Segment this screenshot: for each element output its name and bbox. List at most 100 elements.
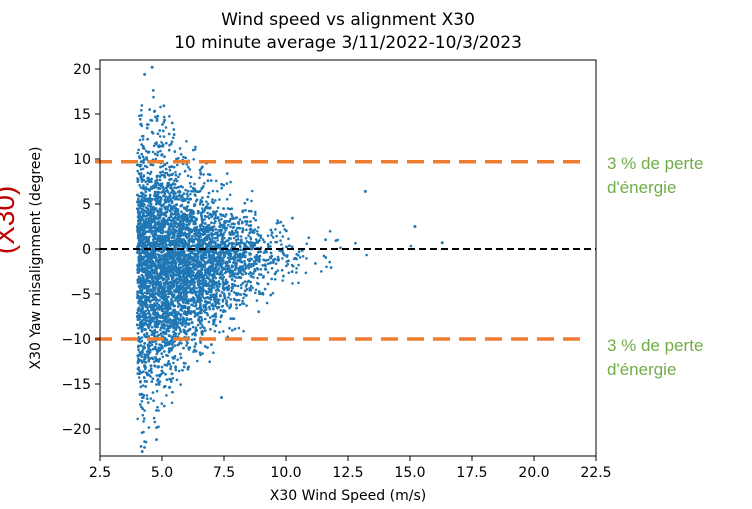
data-point <box>176 358 179 362</box>
data-point <box>155 409 158 412</box>
data-point <box>140 177 143 181</box>
data-point <box>267 258 270 262</box>
data-point <box>239 245 242 249</box>
data-point <box>153 420 157 424</box>
data-point <box>195 217 198 221</box>
data-point <box>203 253 207 256</box>
data-point <box>237 326 241 330</box>
data-point <box>137 197 140 201</box>
data-point <box>186 174 190 177</box>
data-point <box>304 271 308 275</box>
data-point <box>223 231 226 234</box>
data-point <box>239 235 243 238</box>
data-point <box>136 268 139 271</box>
data-point <box>259 268 263 271</box>
data-point <box>218 221 222 225</box>
data-point <box>264 264 267 267</box>
data-point <box>236 284 240 288</box>
data-point <box>209 293 212 297</box>
data-point <box>168 115 171 118</box>
data-point <box>215 252 219 255</box>
data-point <box>188 322 191 326</box>
data-point <box>162 135 166 138</box>
data-point <box>223 224 226 228</box>
data-point <box>191 296 195 299</box>
data-point <box>221 273 224 277</box>
data-point <box>214 216 217 219</box>
data-point <box>245 240 249 243</box>
data-point <box>169 239 173 243</box>
data-point <box>145 394 149 397</box>
data-point <box>187 259 190 263</box>
data-point <box>162 190 166 194</box>
chart-subtitle: 10 minute average 3/11/2022-10/3/2023 <box>174 33 522 53</box>
data-point <box>148 178 151 181</box>
data-point <box>141 384 145 387</box>
data-point <box>138 337 142 341</box>
data-point <box>176 335 180 338</box>
data-point <box>226 280 229 284</box>
data-point <box>138 138 142 142</box>
data-point <box>168 192 171 196</box>
data-point <box>141 396 144 400</box>
data-point <box>194 145 197 149</box>
data-point <box>153 364 156 367</box>
data-point <box>151 150 155 154</box>
data-point <box>213 329 217 333</box>
data-point <box>161 144 165 148</box>
data-point <box>238 252 242 256</box>
data-point <box>179 185 183 188</box>
data-point <box>169 365 173 368</box>
data-point <box>244 236 248 240</box>
data-point <box>250 209 253 213</box>
data-point <box>149 118 152 122</box>
data-point <box>259 273 263 276</box>
data-point <box>242 296 245 300</box>
data-point <box>191 148 195 152</box>
data-point <box>154 345 157 349</box>
data-point <box>235 303 238 307</box>
data-point <box>238 303 242 307</box>
data-point <box>201 352 204 355</box>
data-point <box>147 226 150 230</box>
data-point <box>189 175 193 179</box>
data-point <box>243 289 247 293</box>
data-point <box>180 304 183 308</box>
data-point <box>196 323 200 327</box>
data-point <box>265 301 269 305</box>
data-point <box>255 281 259 285</box>
data-point <box>138 184 141 187</box>
data-point <box>139 186 143 189</box>
data-point <box>140 248 143 251</box>
data-point <box>191 304 195 307</box>
data-point <box>253 243 257 247</box>
data-point <box>297 263 300 267</box>
data-point <box>171 136 175 140</box>
data-point <box>144 361 148 364</box>
data-point <box>169 307 172 311</box>
data-point <box>213 275 216 278</box>
data-point <box>185 344 188 347</box>
data-point <box>218 263 221 267</box>
data-point <box>165 282 169 286</box>
data-point <box>241 299 244 303</box>
data-point <box>222 214 225 218</box>
data-point <box>245 228 248 232</box>
data-point <box>147 401 150 404</box>
data-point <box>235 276 238 280</box>
data-point <box>201 196 204 199</box>
data-point <box>162 327 165 330</box>
data-point <box>236 238 240 241</box>
data-point <box>152 95 155 99</box>
data-point <box>195 287 198 290</box>
data-point <box>365 253 368 257</box>
data-point <box>154 289 157 292</box>
data-point <box>149 397 153 400</box>
data-point <box>211 198 214 201</box>
data-point <box>229 317 232 321</box>
data-point <box>199 326 202 330</box>
data-point <box>245 223 248 226</box>
data-point <box>144 217 148 221</box>
data-point <box>276 269 280 272</box>
data-point <box>216 231 219 234</box>
